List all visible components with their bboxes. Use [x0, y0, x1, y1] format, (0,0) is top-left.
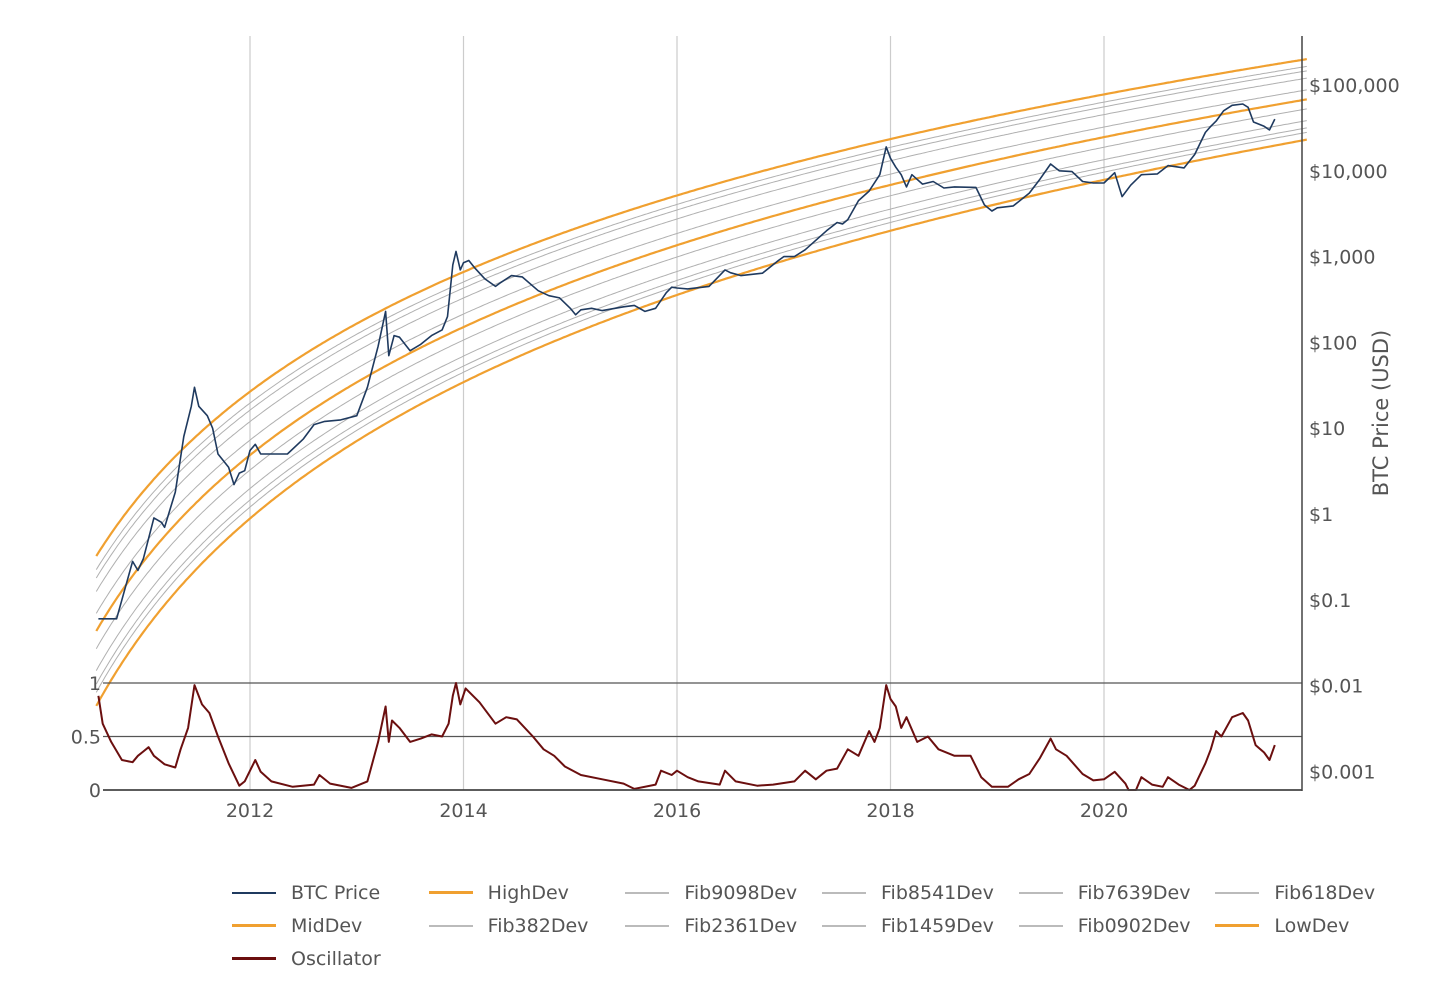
band-fib2361dev: [95, 120, 1307, 671]
legend-line-swatch-icon: [1018, 891, 1063, 894]
legend-row: Oscillator: [232, 942, 1412, 975]
price-tick-label: $0.1: [1309, 590, 1351, 612]
legend-line-swatch-icon: [232, 891, 276, 894]
price-tick-label: $0.01: [1309, 676, 1363, 698]
legend-item-fib8541dev[interactable]: Fib8541Dev: [822, 882, 1019, 904]
legend-line-swatch-icon: [625, 891, 670, 894]
legend-label: Fib8541Dev: [881, 881, 994, 904]
legend-label: BTC Price: [291, 881, 381, 904]
legend-label: Fib7639Dev: [1077, 881, 1191, 904]
price-axis-title: BTC Price (USD): [1369, 330, 1393, 497]
price-tick-label: $100: [1309, 332, 1357, 354]
band-fib1459dev: [95, 127, 1307, 685]
legend-item-fib1459dev[interactable]: Fib1459Dev: [822, 915, 1019, 937]
price-tick-label: $0.001: [1309, 761, 1375, 783]
legend-label: Oscillator: [291, 947, 381, 970]
legend-label: Fib618Dev: [1274, 881, 1376, 904]
legend-line-swatch-icon: [625, 924, 670, 927]
price-tick-label: $10,000: [1309, 161, 1388, 183]
price-tick-label: $1,000: [1309, 247, 1375, 269]
legend-line-swatch-icon: [232, 924, 276, 927]
axes: [103, 36, 1303, 791]
legend-item-fib382dev[interactable]: Fib382Dev: [428, 914, 626, 937]
oscillator-line: [97, 682, 1276, 791]
legend-line-swatch-icon: [822, 924, 867, 927]
x-tick-label: 2018: [866, 800, 914, 822]
legend-item-lowdev[interactable]: LowDev: [1215, 915, 1412, 937]
band-fib382dev: [95, 108, 1307, 649]
price-tick-label: $100,000: [1309, 75, 1400, 97]
legend-item-highdev[interactable]: HighDev: [428, 881, 626, 904]
legend-line-swatch-icon: [1215, 924, 1260, 927]
x-tick-label: 2016: [653, 800, 701, 822]
vertical-gridlines: [249, 36, 1105, 790]
osc-tick-label: 0.5: [71, 727, 101, 749]
legend-row: MidDev Fib382Dev Fib2361Dev Fib1459Dev Fib09…: [232, 909, 1412, 942]
legend-item-fib7639dev[interactable]: Fib7639Dev: [1018, 881, 1216, 904]
band-fib8541dev: [95, 70, 1307, 579]
osc-tick-label: 0: [89, 780, 101, 802]
legend-label: Fib9098Dev: [684, 881, 798, 904]
legend-row: BTC Price HighDev Fib9098Dev Fib8541Dev Fib7…: [232, 876, 1412, 909]
band-fib7639dev: [95, 77, 1307, 592]
legend: BTC Price HighDev Fib9098Dev Fib8541Dev Fib7…: [232, 876, 1412, 975]
x-tick-label: 2020: [1080, 800, 1128, 822]
legend-label: Fib2361Dev: [684, 914, 798, 937]
legend-label: Fib1459Dev: [881, 914, 994, 937]
x-tick-label: 2012: [226, 800, 274, 822]
legend-label: MidDev: [291, 914, 363, 937]
legend-item-fib9098dev[interactable]: Fib9098Dev: [625, 882, 822, 904]
legend-line-swatch-icon: [428, 924, 473, 927]
legend-item-middev[interactable]: MidDev: [232, 915, 429, 937]
legend-line-swatch-icon: [1215, 891, 1260, 894]
price-tick-label: $10: [1309, 418, 1345, 440]
tick-labels: 2012 2014 2016 2018 2020 $100,000 $10,000 $1,00…: [71, 75, 1400, 822]
btc-log-regression-chart: 2012 2014 2016 2018 2020 $100,000 $10,000 $1,00…: [71, 36, 1400, 822]
legend-line-swatch-icon: [822, 891, 867, 894]
btc-price-series: [98, 103, 1276, 620]
legend-label: HighDev: [487, 881, 569, 904]
band-fib9098dev: [95, 65, 1307, 570]
band-lowdev: [95, 138, 1308, 707]
band-middev: [95, 98, 1307, 632]
legend-item-fib2361dev[interactable]: Fib2361Dev: [625, 915, 822, 937]
band-fib618dev: [95, 89, 1307, 614]
osc-tick-label: 1: [89, 673, 101, 695]
legend-line-swatch-icon: [232, 957, 276, 960]
legend-item-oscillator[interactable]: Oscillator: [232, 948, 430, 970]
btc-price-line: [98, 103, 1276, 620]
legend-item-fib0902dev[interactable]: Fib0902Dev: [1018, 914, 1216, 937]
legend-label: LowDev: [1274, 914, 1350, 937]
legend-line-swatch-icon: [428, 891, 473, 894]
oscillator-series: [97, 682, 1276, 791]
x-tick-label: 2014: [439, 800, 487, 822]
band-fib0902dev: [95, 131, 1307, 693]
price-tick-label: $1: [1309, 504, 1333, 526]
legend-label: Fib382Dev: [487, 914, 589, 937]
band-highdev: [95, 58, 1308, 557]
deviation-bands: [95, 58, 1308, 707]
legend-item-btc-price[interactable]: BTC Price: [232, 882, 429, 904]
legend-label: Fib0902Dev: [1077, 914, 1191, 937]
legend-item-fib618dev[interactable]: Fib618Dev: [1215, 882, 1412, 904]
oscillator-gridlines: [103, 682, 1302, 738]
legend-line-swatch-icon: [1018, 924, 1063, 927]
